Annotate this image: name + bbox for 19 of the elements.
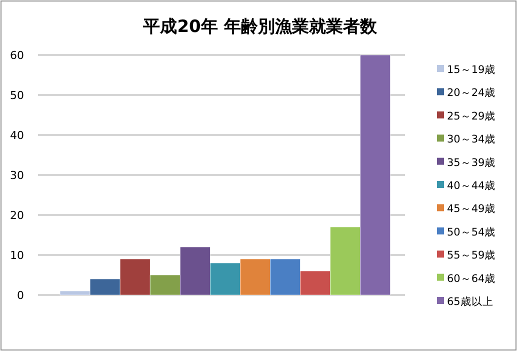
legend-label: 35～39歳 — [447, 156, 496, 169]
y-tick-label: 60 — [10, 49, 24, 62]
legend-label: 60～64歳 — [447, 272, 496, 285]
legend-label: 55～59歳 — [447, 248, 496, 262]
y-tick-label: 30 — [10, 169, 24, 182]
legend-label: 65歳以上 — [447, 295, 494, 308]
y-tick-label: 40 — [10, 129, 24, 142]
legend-label: 45～49歳 — [447, 202, 496, 216]
y-tick-label: 50 — [10, 89, 24, 102]
y-tick-label: 10 — [10, 249, 24, 262]
legend-label: 40～44歳 — [447, 179, 496, 192]
legend-label: 30～34歳 — [447, 132, 496, 146]
legend-label: 50～54歳 — [447, 225, 496, 238]
chart-title: 平成20年 年齢別漁業就業者数 — [142, 17, 378, 37]
y-tick-label: 0 — [17, 289, 24, 302]
legend-label: 20～24歳 — [447, 86, 496, 100]
legend-label: 25～29歳 — [447, 109, 496, 122]
legend-label: 15～19歳 — [447, 63, 496, 76]
y-tick-label: 20 — [10, 209, 24, 222]
